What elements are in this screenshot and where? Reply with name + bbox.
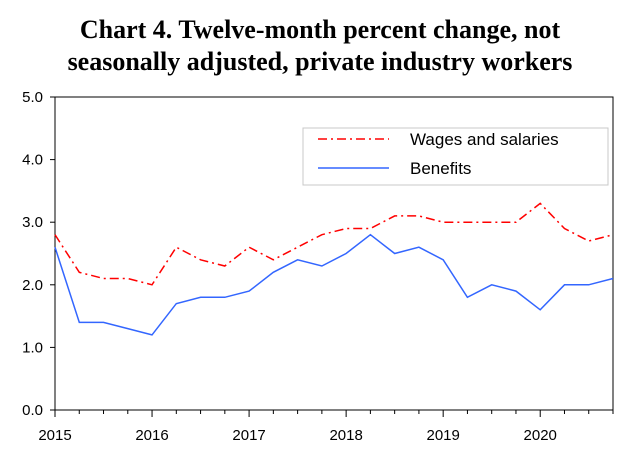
x-tick-label: 2018 (329, 427, 362, 444)
legend-label-benefits: Benefits (410, 159, 471, 178)
plot-area-frame (54, 96, 614, 411)
series-line-wages-and-salaries (54, 202, 614, 286)
legend-box (302, 127, 609, 186)
x-tick-label: 2015 (38, 427, 71, 444)
chart-title: Chart 4. Twelve-month percent change, no… (0, 14, 640, 78)
x-axis: 2015 2016 2017 2018 2019 2020 (38, 410, 614, 444)
y-tick-label: 5.0 (22, 89, 43, 106)
y-tick-label: 0.0 (22, 402, 43, 419)
y-tick-label: 2.0 (22, 277, 43, 294)
x-tick-label: 2020 (524, 427, 557, 444)
y-tick-label: 4.0 (22, 152, 43, 169)
legend: Wages and salaries Benefits (302, 127, 609, 186)
y-axis: 0.0 1.0 2.0 3.0 4.0 5.0 (22, 89, 55, 419)
chart-title-line-1: Chart 4. Twelve-month percent change, no… (79, 15, 561, 44)
chart-title-line-2: seasonally adjusted, private industry wo… (67, 47, 573, 76)
x-tick-label: 2017 (232, 427, 265, 444)
series-group (54, 202, 614, 336)
legend-label-wages-and-salaries: Wages and salaries (410, 130, 559, 149)
y-tick-label: 3.0 (22, 214, 43, 231)
series-line-benefits (54, 233, 614, 336)
x-tick-label: 2016 (135, 427, 168, 444)
y-tick-label: 1.0 (22, 339, 43, 356)
x-tick-label: 2019 (426, 427, 459, 444)
